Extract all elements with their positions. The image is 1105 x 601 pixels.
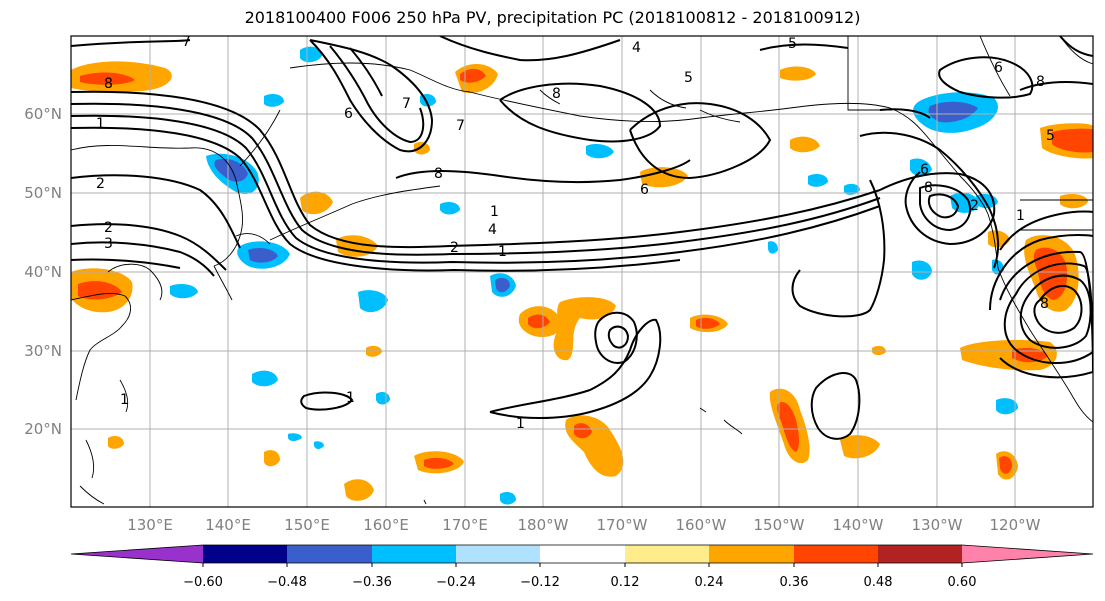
- contour-label: 6: [640, 182, 649, 198]
- colorbar-segment: [709, 545, 794, 563]
- map-border: [70, 35, 1094, 508]
- contour-labels: 7 8 1 2 2 3 4 8 8 7 6 5 6 8 5 1 4 2 1 1 …: [96, 34, 1055, 432]
- contour-label: 5: [1046, 128, 1055, 144]
- contour-label: 7: [402, 96, 411, 112]
- contour-label: 1: [490, 204, 499, 220]
- contour-label: 3: [104, 236, 113, 252]
- lon-label: 170°W: [597, 516, 648, 534]
- colorbar-tick-label: 0.48: [864, 575, 893, 590]
- contour-label: 1: [1016, 208, 1025, 224]
- contour-label: 1: [498, 244, 507, 260]
- contour-label: 2: [104, 220, 113, 236]
- contour-label: 8: [552, 86, 561, 102]
- colorbar-segment: [287, 545, 372, 563]
- contour-label: 6: [920, 162, 929, 178]
- contour-label: 2: [970, 198, 979, 214]
- lon-label: 160°W: [676, 516, 727, 534]
- colorbar-segment: [625, 545, 709, 563]
- lon-label: 160°E: [363, 516, 409, 534]
- colorbar-segment: [794, 545, 878, 563]
- contour-label: 2: [450, 240, 459, 256]
- lat-label: 40°N: [24, 263, 62, 281]
- contour-label: 1: [96, 116, 105, 132]
- colorbar: −0.60 −0.48 −0.36 −0.24 −0.12 0.12 0.24 …: [70, 544, 1094, 590]
- colorbar-segment: [878, 545, 962, 563]
- contour-label: 4: [488, 222, 497, 238]
- lon-label: 180°W: [518, 516, 569, 534]
- colorbar-segment: [372, 545, 456, 563]
- lon-label: 150°W: [754, 516, 805, 534]
- colorbar-segment: [203, 545, 287, 563]
- contour-label: 7: [456, 118, 465, 134]
- colorbar-tick-label: −0.60: [183, 575, 223, 590]
- contour-label: 1: [120, 392, 129, 408]
- colorbar-tick-label: 0.60: [948, 575, 977, 590]
- lon-label: 120°W: [990, 516, 1041, 534]
- colorbar-tick-label: 0.36: [780, 575, 809, 590]
- contour-label: 6: [344, 106, 353, 122]
- lon-label: 170°E: [442, 516, 488, 534]
- contour-label: 2: [96, 176, 105, 192]
- colorbar-tick-label: 0.24: [695, 575, 724, 590]
- contour-label: 6: [994, 60, 1003, 76]
- map-title: 2018100400 F006 250 hPa PV, precipitatio…: [244, 8, 861, 27]
- colorbar-tick-label: −0.48: [267, 575, 307, 590]
- pv-contours: [71, 36, 1093, 440]
- colorbar-ticks: [202, 563, 963, 567]
- lat-label: 30°N: [24, 342, 62, 360]
- contour-label: 8: [1040, 296, 1049, 312]
- contour-label: 8: [924, 180, 933, 196]
- contour-label: 8: [104, 76, 113, 92]
- colorbar-tick-label: −0.24: [436, 575, 476, 590]
- colorbar-tick-label: −0.36: [352, 575, 392, 590]
- longitude-labels: 130°E 140°E 150°E 160°E 170°E 180°W 170°…: [127, 516, 1040, 534]
- lat-label: 60°N: [24, 105, 62, 123]
- contour-label: 8: [434, 166, 443, 182]
- lat-label: 50°N: [24, 184, 62, 202]
- lon-label: 140°E: [205, 516, 251, 534]
- lat-label: 20°N: [24, 420, 62, 438]
- latitude-labels: 60°N 50°N 40°N 30°N 20°N: [24, 105, 62, 438]
- contour-label: 5: [788, 36, 797, 52]
- colorbar-segments: [70, 544, 1094, 564]
- lon-label: 150°E: [284, 516, 330, 534]
- contour-label: 7: [182, 34, 191, 50]
- colorbar-segment: [540, 545, 625, 563]
- colorbar-tick-label: −0.12: [520, 575, 560, 590]
- precip-positive-areas: [71, 61, 1093, 501]
- graticule: [71, 36, 1093, 507]
- colorbar-tick-labels: −0.60 −0.48 −0.36 −0.24 −0.12 0.12 0.24 …: [183, 575, 976, 590]
- colorbar-segment: [962, 545, 1093, 563]
- colorbar-segment: [71, 545, 203, 563]
- contour-label: 8: [1036, 74, 1045, 90]
- lon-label: 140°W: [833, 516, 884, 534]
- colorbar-segment: [456, 545, 540, 563]
- contour-label: 1: [516, 416, 525, 432]
- map-content: 7 8 1 2 2 3 4 8 8 7 6 5 6 8 5 1 4 2 1 1 …: [71, 34, 1093, 507]
- colorbar-tick-label: 0.12: [611, 575, 640, 590]
- lon-label: 130°W: [912, 516, 963, 534]
- contour-label: 1: [346, 390, 355, 406]
- contour-label: 4: [632, 40, 641, 56]
- lon-label: 130°E: [127, 516, 173, 534]
- precip-negative-areas: [170, 46, 1018, 505]
- contour-label: 5: [684, 70, 693, 86]
